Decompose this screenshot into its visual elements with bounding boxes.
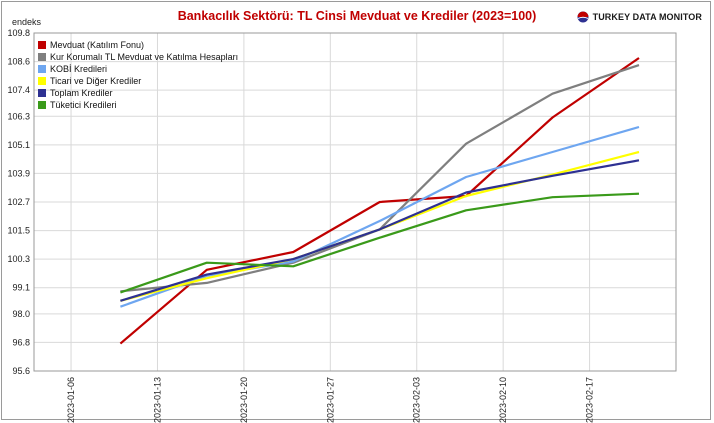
legend-swatch <box>38 53 46 61</box>
y-axis-ticks: 95.6 96.8 98.0 99.1 100.3 101.5 102.7 103.9 105.… <box>7 28 30 376</box>
y-tick-label: 108.6 <box>7 57 30 67</box>
x-axis-ticks: 2023-01-06 2023-01-13 2023-01-20 2023-01-27… <box>66 377 595 423</box>
series-line-0 <box>119 57 640 345</box>
y-tick-label: 101.5 <box>7 226 30 236</box>
legend-item: KOBİ Kredileri <box>38 63 238 75</box>
y-axis-label: endeks <box>12 17 42 27</box>
legend-item: Mevduat (Katılım Fonu) <box>38 39 238 51</box>
legend-item: Tüketici Kredileri <box>38 99 238 111</box>
legend-swatch <box>38 101 46 109</box>
y-tick-label: 103.9 <box>7 168 30 178</box>
y-tick-label: 106.3 <box>7 111 30 121</box>
legend-item: Kur Korumalı TL Mevduat ve Katılma Hesap… <box>38 51 238 63</box>
y-tick-label: 109.8 <box>7 28 30 38</box>
brand-name: TURKEY DATA MONITOR <box>592 12 702 22</box>
x-tick-label: 2023-02-10 <box>498 377 508 423</box>
legend-label: KOBİ Kredileri <box>50 64 108 74</box>
x-tick-label: 2023-01-06 <box>66 377 76 423</box>
x-tick-label: 2023-02-03 <box>412 377 422 423</box>
legend-label: Kur Korumalı TL Mevduat ve Katılma Hesap… <box>50 52 239 62</box>
brand-logo: TURKEY DATA MONITOR <box>577 11 702 23</box>
x-tick-label: 2023-01-27 <box>325 377 335 423</box>
series-line-2 <box>120 125 640 308</box>
y-tick-label: 100.3 <box>7 254 30 264</box>
legend: Mevduat (Katılım Fonu) Kur Korumalı TL Me… <box>38 39 238 111</box>
globe-icon <box>577 11 589 23</box>
legend-swatch <box>38 77 46 85</box>
series-lines <box>119 57 640 345</box>
legend-label: Ticari ve Diğer Krediler <box>50 76 142 86</box>
y-tick-label: 96.8 <box>12 337 30 347</box>
y-tick-label: 95.6 <box>12 366 30 376</box>
legend-label: Tüketici Kredileri <box>50 100 117 110</box>
y-tick-label: 98.0 <box>12 309 30 319</box>
x-tick-label: 2023-01-13 <box>152 377 162 423</box>
y-tick-label: 107.4 <box>7 85 30 95</box>
series-line-4 <box>120 159 640 302</box>
legend-label: Mevduat (Katılım Fonu) <box>50 40 145 50</box>
plot-area-border <box>33 32 677 372</box>
y-tick-label: 99.1 <box>12 283 30 293</box>
legend-swatch <box>38 65 46 73</box>
series-line-5 <box>120 192 640 294</box>
x-tick-label: 2023-02-17 <box>585 377 595 423</box>
y-tick-label: 105.1 <box>7 140 30 150</box>
legend-item: Ticari ve Diğer Krediler <box>38 75 238 87</box>
legend-swatch <box>38 89 46 97</box>
legend-item: Toplam Krediler <box>38 87 238 99</box>
legend-swatch <box>38 41 46 49</box>
y-tick-label: 102.7 <box>7 197 30 207</box>
x-tick-label: 2023-01-20 <box>239 377 249 423</box>
chart-title: Bankacılık Sektörü: TL Cinsi Mevduat ve … <box>177 9 537 23</box>
legend-label: Toplam Krediler <box>50 88 113 98</box>
